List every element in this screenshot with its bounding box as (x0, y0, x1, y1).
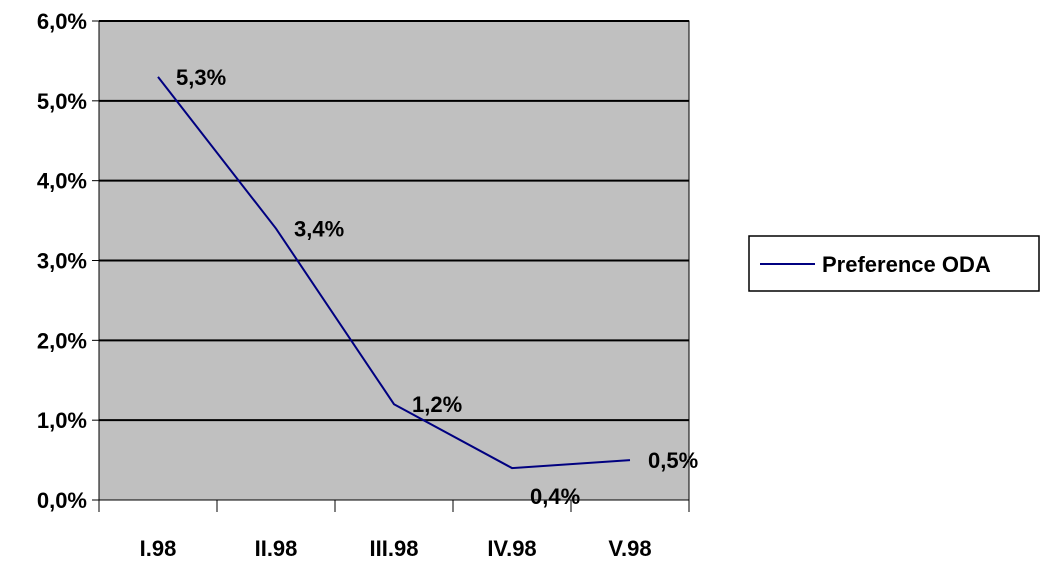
x-tick-labels: I.98 II.98 III.98 IV.98 V.98 (140, 536, 652, 561)
y-tick-label: 5,0% (37, 89, 87, 114)
data-labels: 5,3% 3,4% 1,2% 0,4% 0,5% (176, 65, 698, 509)
gridlines (99, 20, 689, 422)
x-tick-label: I.98 (140, 536, 177, 561)
y-tick-label: 4,0% (37, 169, 87, 194)
data-label: 5,3% (176, 65, 226, 90)
data-label: 3,4% (294, 217, 344, 242)
series-line (157, 76, 631, 470)
legend: Preference ODA (748, 235, 1040, 292)
y-tick-labels: 0,0% 1,0% 2,0% 3,0% 4,0% 5,0% 6,0% (37, 9, 87, 513)
x-tick-label: V.98 (608, 536, 651, 561)
axes (92, 20, 690, 512)
x-tick-label: IV.98 (487, 536, 536, 561)
x-tick-label: II.98 (255, 536, 298, 561)
x-tick-label: III.98 (370, 536, 419, 561)
y-tick-label: 2,0% (37, 328, 87, 353)
y-tick-label: 0,0% (37, 488, 87, 513)
y-tick-label: 3,0% (37, 249, 87, 274)
data-label: 1,2% (412, 392, 462, 417)
series-group (157, 76, 631, 470)
y-tick-label: 1,0% (37, 408, 87, 433)
data-label: 0,5% (648, 448, 698, 473)
y-tick-label: 6,0% (37, 9, 87, 34)
legend-label: Preference ODA (822, 252, 991, 277)
data-label: 0,4% (530, 484, 580, 509)
